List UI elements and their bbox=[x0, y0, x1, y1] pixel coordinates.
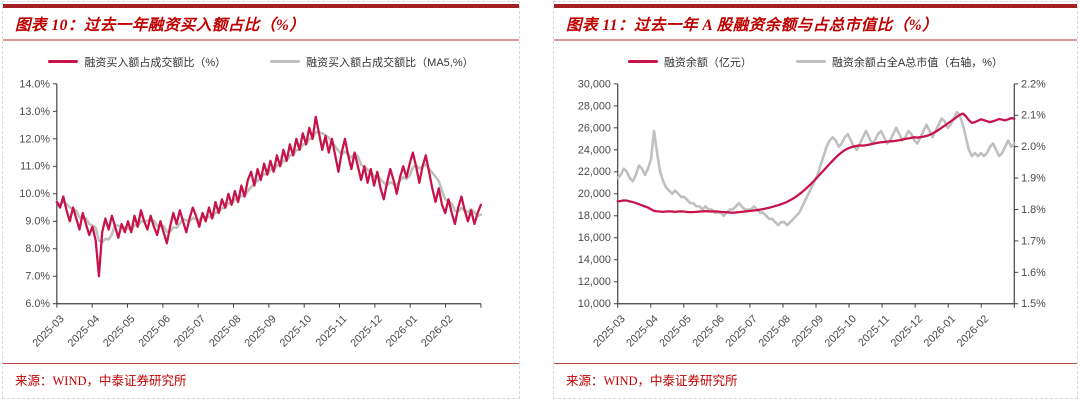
source-text: 来源：WIND，中泰证券研究所 bbox=[566, 374, 738, 388]
svg-text:2025-04: 2025-04 bbox=[624, 313, 660, 349]
svg-text:12,000: 12,000 bbox=[578, 277, 611, 289]
gray-line-swatch bbox=[270, 60, 301, 64]
svg-text:2025-07: 2025-07 bbox=[172, 313, 208, 349]
panel-top-bar bbox=[554, 4, 1077, 8]
svg-text:13.0%: 13.0% bbox=[19, 106, 50, 118]
legend-item: 融资买入额占成交额比（%） bbox=[48, 54, 226, 70]
svg-text:26,000: 26,000 bbox=[578, 123, 611, 135]
figure-11-legend: 融资余额（亿元） 融资余额占全A总市值（右轴，%） bbox=[554, 41, 1077, 76]
svg-text:2026-01: 2026-01 bbox=[922, 313, 958, 349]
svg-text:16,000: 16,000 bbox=[578, 233, 611, 245]
svg-text:2025-11: 2025-11 bbox=[314, 313, 350, 349]
svg-text:2025-09: 2025-09 bbox=[790, 313, 826, 349]
svg-text:2025-03: 2025-03 bbox=[30, 313, 66, 349]
figure-panel-10: 图表 10：过去一年融资买入额占比（%） 融资买入额占成交额比（%） 融资买入额… bbox=[2, 1, 520, 399]
red-line-swatch bbox=[627, 60, 658, 64]
svg-text:10.0%: 10.0% bbox=[19, 189, 50, 201]
svg-text:24,000: 24,000 bbox=[578, 145, 611, 157]
legend-label: 融资买入额占成交额比（MA5,%） bbox=[306, 56, 474, 69]
svg-text:1.9%: 1.9% bbox=[1021, 173, 1046, 185]
legend-label: 融资余额（亿元） bbox=[663, 56, 752, 69]
legend-item: 融资余额（亿元） bbox=[627, 54, 752, 70]
svg-text:1.8%: 1.8% bbox=[1021, 204, 1046, 216]
svg-text:14.0%: 14.0% bbox=[19, 79, 50, 91]
line-chart-margin-balance: 10,000 12,000 14,000 16,000 18,000 20,000 22,0… bbox=[578, 79, 1046, 350]
svg-text:2.2%: 2.2% bbox=[1021, 79, 1046, 91]
svg-text:2025-03: 2025-03 bbox=[591, 313, 627, 349]
svg-text:2025-06: 2025-06 bbox=[690, 313, 726, 349]
svg-text:2026-01: 2026-01 bbox=[384, 313, 420, 349]
figure-10-legend: 融资买入额占成交额比（%） 融资买入额占成交额比（MA5,%） bbox=[3, 41, 519, 76]
figure-panel-11: 图表 11：过去一年 A 股融资余额与占总市值比（%） 融资余额（亿元） 融资余… bbox=[553, 1, 1078, 399]
svg-text:20,000: 20,000 bbox=[578, 189, 611, 201]
svg-text:2025-05: 2025-05 bbox=[101, 313, 137, 349]
svg-text:2025-10: 2025-10 bbox=[278, 313, 314, 349]
svg-text:2025-10: 2025-10 bbox=[823, 313, 859, 349]
legend-label: 融资买入额占成交额比（%） bbox=[84, 56, 227, 69]
svg-text:7.0%: 7.0% bbox=[25, 271, 50, 283]
svg-text:1.7%: 1.7% bbox=[1021, 236, 1046, 248]
figure-title-row: 图表 10：过去一年融资买入额占比（%） bbox=[3, 8, 519, 41]
svg-text:2025-06: 2025-06 bbox=[136, 313, 172, 349]
svg-text:1.5%: 1.5% bbox=[1021, 299, 1046, 311]
legend-item: 融资买入额占成交额比（MA5,%） bbox=[270, 54, 474, 70]
svg-text:12.0%: 12.0% bbox=[19, 134, 50, 146]
svg-text:2025-11: 2025-11 bbox=[856, 313, 892, 349]
svg-text:14,000: 14,000 bbox=[578, 255, 611, 267]
svg-text:22,000: 22,000 bbox=[578, 167, 611, 179]
figure-title-row: 图表 11：过去一年 A 股融资余额与占总市值比（%） bbox=[554, 8, 1077, 41]
svg-text:2026-02: 2026-02 bbox=[419, 313, 455, 349]
svg-text:1.6%: 1.6% bbox=[1021, 267, 1046, 279]
svg-text:9.0%: 9.0% bbox=[25, 216, 50, 228]
figure-10-title: 图表 10：过去一年融资买入额占比（%） bbox=[15, 16, 306, 34]
panel-top-bar bbox=[3, 4, 519, 8]
legend-label: 融资余额占全A总市值（右轴，%） bbox=[831, 56, 1004, 69]
svg-text:2025-07: 2025-07 bbox=[723, 313, 759, 349]
svg-text:2.0%: 2.0% bbox=[1021, 141, 1046, 153]
line-chart-margin-buy-ratio: 6.0% 7.0% 8.0% 9.0% 10.0% 11.0% 12.0% 13.0% 14.0… bbox=[19, 79, 483, 350]
svg-text:2026-02: 2026-02 bbox=[955, 313, 991, 349]
source-row: 来源：WIND，中泰证券研究所 bbox=[3, 363, 519, 398]
svg-text:18,000: 18,000 bbox=[578, 211, 611, 223]
svg-text:2025-09: 2025-09 bbox=[242, 313, 278, 349]
svg-text:2025-12: 2025-12 bbox=[889, 313, 925, 349]
svg-text:2025-12: 2025-12 bbox=[348, 313, 384, 349]
svg-text:6.0%: 6.0% bbox=[25, 299, 50, 311]
svg-text:2025-05: 2025-05 bbox=[657, 313, 693, 349]
svg-text:28,000: 28,000 bbox=[578, 101, 611, 113]
svg-text:11.0%: 11.0% bbox=[20, 161, 50, 173]
source-text: 来源：WIND，中泰证券研究所 bbox=[15, 374, 187, 388]
svg-text:10,000: 10,000 bbox=[578, 299, 611, 311]
svg-text:2025-08: 2025-08 bbox=[756, 313, 792, 349]
figure-11-title: 图表 11：过去一年 A 股融资余额与占总市值比（%） bbox=[566, 16, 939, 34]
gray-line-swatch bbox=[795, 60, 826, 64]
svg-text:2025-08: 2025-08 bbox=[207, 313, 243, 349]
red-line-swatch bbox=[48, 60, 79, 64]
legend-item: 融资余额占全A总市值（右轴，%） bbox=[795, 54, 1004, 70]
svg-text:2025-04: 2025-04 bbox=[66, 313, 102, 349]
svg-text:30,000: 30,000 bbox=[578, 79, 611, 91]
svg-text:8.0%: 8.0% bbox=[25, 244, 50, 256]
source-row: 来源：WIND，中泰证券研究所 bbox=[554, 363, 1077, 398]
svg-text:2.1%: 2.1% bbox=[1021, 110, 1046, 122]
